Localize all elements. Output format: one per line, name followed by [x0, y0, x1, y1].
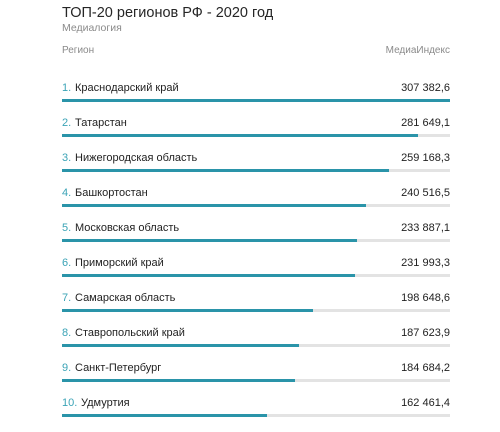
mediaindex-value: 281 649,1 [401, 117, 450, 129]
region-name: Московская область [75, 222, 180, 234]
mediaindex-value: 231 993,3 [401, 257, 450, 269]
ranking-row: 4. Башкортостан 240 516,5 [62, 175, 450, 210]
bar-track [62, 344, 450, 347]
ranking-row: 6. Приморский край 231 993,3 [62, 245, 450, 280]
region-column-header: Регион [62, 45, 95, 56]
rank-number: 10. [62, 397, 78, 409]
rank-number: 5. [62, 222, 72, 234]
bar-track [62, 99, 450, 102]
value-bar [62, 134, 418, 137]
region-name: Санкт-Петербург [75, 362, 162, 374]
ranking-row: 9. Санкт-Петербург 184 684,2 [62, 350, 450, 385]
bar-track [62, 134, 450, 137]
rank-number: 7. [62, 292, 72, 304]
mediaindex-value: 240 516,5 [401, 187, 450, 199]
ranking-row: 1. Краснодарский край 307 382,6 [62, 70, 450, 105]
mediaindex-value: 198 648,6 [401, 292, 450, 304]
rank-number: 4. [62, 187, 72, 199]
region-name: Нижегородская область [75, 152, 198, 164]
value-bar [62, 204, 366, 207]
bar-track [62, 239, 450, 242]
bar-track [62, 379, 450, 382]
region-name: Удмуртия [81, 397, 130, 409]
region-name: Самарская область [75, 292, 176, 304]
value-bar [62, 309, 313, 312]
mediaindex-value: 307 382,6 [401, 82, 450, 94]
mediaindex-column-header: МедиаИндекс [385, 45, 450, 56]
rank-number: 2. [62, 117, 72, 129]
region-name: Татарстан [75, 117, 127, 129]
region-name: Приморский край [75, 257, 164, 269]
chart-title: ТОП-20 регионов РФ - 2020 год [62, 5, 274, 21]
value-bar [62, 379, 295, 382]
ranking-row: 7. Самарская область 198 648,6 [62, 280, 450, 315]
value-bar [62, 414, 267, 417]
value-bar [62, 344, 299, 347]
region-name: Ставропольский край [75, 327, 185, 339]
bar-track [62, 169, 450, 172]
bar-track [62, 204, 450, 207]
mediaindex-value: 184 684,2 [401, 362, 450, 374]
mediaindex-value: 162 461,4 [401, 397, 450, 409]
ranking-row: 10. Удмуртия 162 461,4 [62, 385, 450, 420]
region-name: Башкортостан [75, 187, 148, 199]
table-header: Регион МедиаИндекс [62, 45, 450, 59]
rank-number: 8. [62, 327, 72, 339]
rank-number: 1. [62, 82, 72, 94]
value-bar [62, 239, 357, 242]
rank-number: 6. [62, 257, 72, 269]
value-bar [62, 169, 389, 172]
bar-track [62, 309, 450, 312]
value-bar [62, 99, 450, 102]
region-name: Краснодарский край [75, 82, 179, 94]
rank-number: 9. [62, 362, 72, 374]
chart-subtitle: Медиалогия [62, 22, 122, 34]
bar-track [62, 274, 450, 277]
mediaindex-value: 187 623,9 [401, 327, 450, 339]
bar-track [62, 414, 450, 417]
ranking-row: 5. Московская область 233 887,1 [62, 210, 450, 245]
ranking-row: 3. Нижегородская область 259 168,3 [62, 140, 450, 175]
mediaindex-value: 259 168,3 [401, 152, 450, 164]
rank-number: 3. [62, 152, 72, 164]
value-bar [62, 274, 355, 277]
ranking-widget: ТОП-20 регионов РФ - 2020 год Медиалогия… [62, 0, 450, 432]
ranking-row: 8. Ставропольский край 187 623,9 [62, 315, 450, 350]
ranking-row: 2. Татарстан 281 649,1 [62, 105, 450, 140]
mediaindex-value: 233 887,1 [401, 222, 450, 234]
